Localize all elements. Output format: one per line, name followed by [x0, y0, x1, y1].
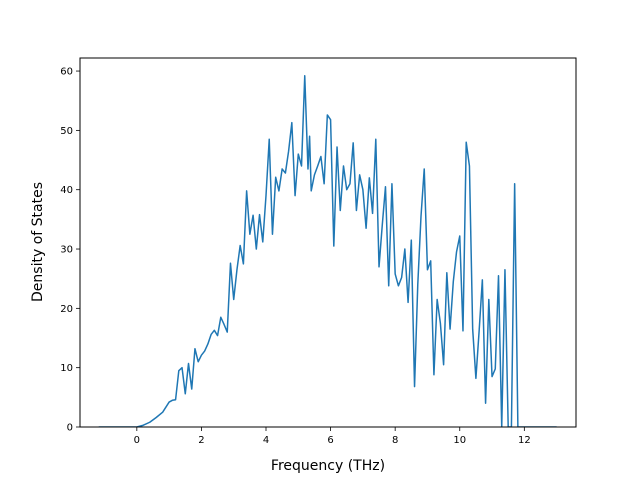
x-tick-label: 6: [327, 435, 333, 446]
x-axis-label: Frequency (THz): [271, 458, 385, 474]
x-tick-label: 12: [518, 435, 531, 446]
x-tick-label: 10: [453, 435, 466, 446]
y-tick-label: 10: [60, 363, 73, 374]
y-tick-label: 60: [60, 67, 73, 78]
plot-frame: [79, 57, 577, 428]
x-tick-label: 4: [263, 435, 269, 446]
y-tick-label: 40: [60, 185, 73, 196]
x-tick-label: 2: [198, 435, 204, 446]
x-tick-label: 0: [134, 435, 140, 446]
y-tick-label: 0: [67, 423, 73, 434]
y-tick-label: 20: [60, 304, 73, 315]
y-tick-label: 50: [60, 126, 73, 137]
plot-area: [98, 75, 557, 427]
x-tick-label: 8: [392, 435, 398, 446]
x-axis-ticks: 0 2 4 6 8 10 12: [134, 427, 531, 446]
dos-series-line-0: [98, 75, 557, 427]
y-axis-label: Density of States: [30, 182, 46, 302]
y-axis-ticks: 0 10 20 30 40 50 60: [60, 67, 80, 434]
y-tick-label: 30: [60, 245, 73, 256]
